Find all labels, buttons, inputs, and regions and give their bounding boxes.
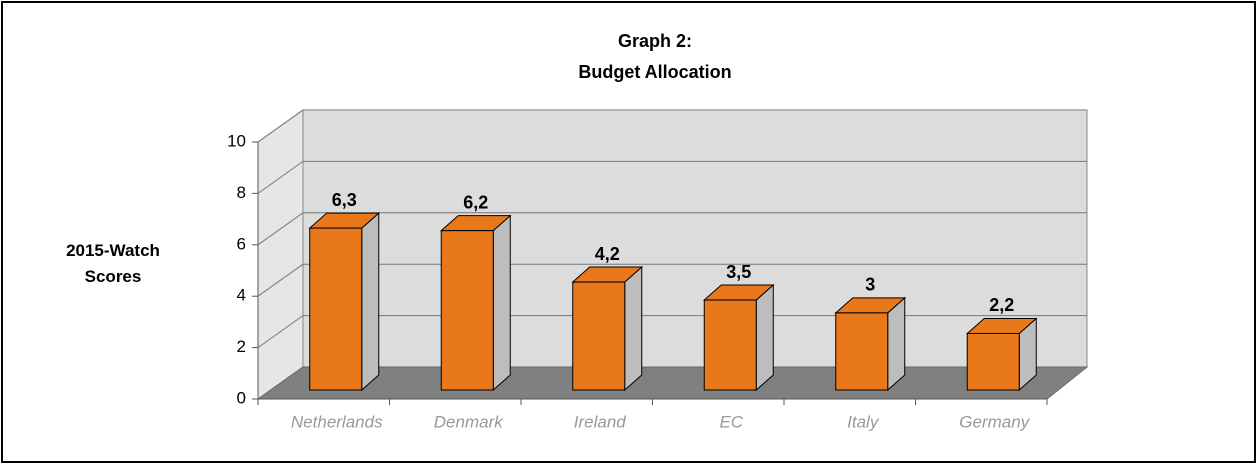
bar-side [361, 211, 380, 392]
x-tick-label: Denmark [434, 412, 504, 431]
y-tick-label: 8 [237, 183, 246, 202]
data-label: 4,2 [595, 244, 620, 264]
data-label: 2,2 [989, 295, 1014, 315]
grid-line [257, 212, 304, 246]
data-label: 3,5 [726, 262, 751, 282]
back-wall [302, 109, 1088, 368]
data-label: 6,2 [463, 192, 488, 212]
data-label: 6,3 [332, 190, 357, 210]
y-tick-label: 10 [227, 131, 246, 150]
floor [256, 366, 1089, 400]
bar [572, 281, 626, 391]
x-tick-label: Ireland [574, 412, 627, 431]
y-tick-label: 4 [237, 286, 246, 305]
grid-line [257, 160, 304, 194]
bar-side [755, 283, 774, 392]
chart-subtitle: Budget Allocation [578, 62, 731, 82]
grid-line [257, 315, 304, 349]
bar-side [887, 296, 906, 392]
bar [703, 299, 757, 391]
x-tick-label: EC [719, 412, 743, 431]
bar [440, 230, 494, 391]
y-axis-label: 2015-Watch Scores [66, 241, 160, 286]
x-tick-label: Germany [959, 412, 1030, 431]
x-tick-label: Netherlands [291, 412, 383, 431]
grid-line [257, 263, 304, 297]
grid-line [257, 109, 304, 143]
bar [835, 312, 889, 391]
data-label: 3 [865, 275, 875, 295]
bar-side [492, 214, 511, 392]
y-tick-label: 2 [237, 337, 246, 356]
x-tick-label: Italy [847, 412, 880, 431]
chart-title: Graph 2: [618, 31, 692, 51]
bar [966, 332, 1020, 391]
y-tick-label: 0 [237, 388, 246, 407]
bar-side [624, 265, 643, 392]
y-tick-label: 6 [237, 234, 246, 253]
bar [309, 227, 363, 391]
side-wall [257, 109, 304, 400]
